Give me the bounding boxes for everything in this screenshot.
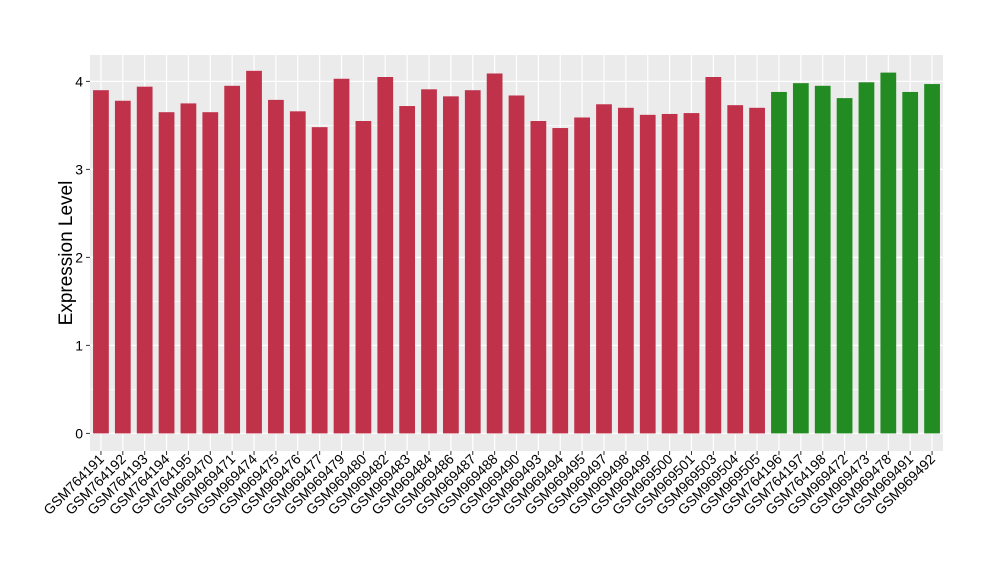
- bar-GSM969503: [705, 77, 722, 434]
- bar-GSM969482: [377, 77, 394, 434]
- bar-GSM969472: [836, 98, 853, 434]
- bar-GSM969500: [661, 113, 678, 434]
- bar-GSM764192: [114, 100, 131, 434]
- bar-GSM969474: [246, 70, 262, 434]
- bars: [93, 70, 940, 434]
- bar-GSM969505: [749, 107, 765, 434]
- bar-GSM764196: [771, 91, 787, 434]
- bar-GSM764194: [158, 112, 175, 434]
- bar-GSM764193: [136, 86, 153, 434]
- y-tick-label: 0: [75, 425, 83, 441]
- bar-GSM969476: [289, 111, 306, 434]
- bar-GSM969478: [880, 72, 897, 434]
- x-axis: GSM764191GSM764192GSM764193GSM764194GSM7…: [40, 451, 938, 518]
- y-tick-label: 4: [75, 73, 83, 89]
- bar-GSM969470: [202, 112, 219, 434]
- bar-GSM969490: [508, 95, 525, 434]
- bar-GSM969491: [902, 91, 919, 434]
- y-axis: 0 1 2 3 4: [75, 73, 90, 441]
- bar-GSM969484: [421, 89, 437, 434]
- bar-GSM969497: [596, 104, 612, 434]
- bar-GSM969499: [639, 114, 656, 434]
- bar-GSM969473: [858, 82, 875, 434]
- y-tick-label: 3: [75, 161, 83, 177]
- bar-GSM969504: [727, 105, 744, 434]
- bar-GSM969480: [355, 121, 372, 434]
- bar-GSM764191: [93, 90, 109, 434]
- bar-GSM764195: [180, 103, 197, 434]
- bar-GSM969498: [617, 107, 634, 434]
- bar-GSM969471: [224, 85, 241, 434]
- bar-GSM969494: [552, 128, 569, 434]
- bar-GSM969475: [268, 99, 284, 434]
- y-tick-label: 2: [75, 249, 83, 265]
- bar-GSM969495: [574, 117, 590, 434]
- bar-GSM969479: [333, 78, 350, 434]
- bar-GSM969483: [399, 106, 416, 434]
- bar-GSM969492: [924, 84, 940, 434]
- bar-GSM969487: [464, 90, 481, 434]
- y-tick-label: 1: [75, 337, 83, 353]
- bar-GSM969493: [530, 121, 547, 434]
- bar-GSM764197: [792, 83, 809, 434]
- y-axis-title: Expression Level: [56, 181, 77, 326]
- bar-GSM969486: [443, 96, 459, 434]
- bar-GSM969477: [311, 127, 328, 434]
- bar-GSM969501: [683, 113, 700, 434]
- bar-GSM969488: [486, 73, 503, 434]
- bar-GSM764198: [814, 85, 831, 434]
